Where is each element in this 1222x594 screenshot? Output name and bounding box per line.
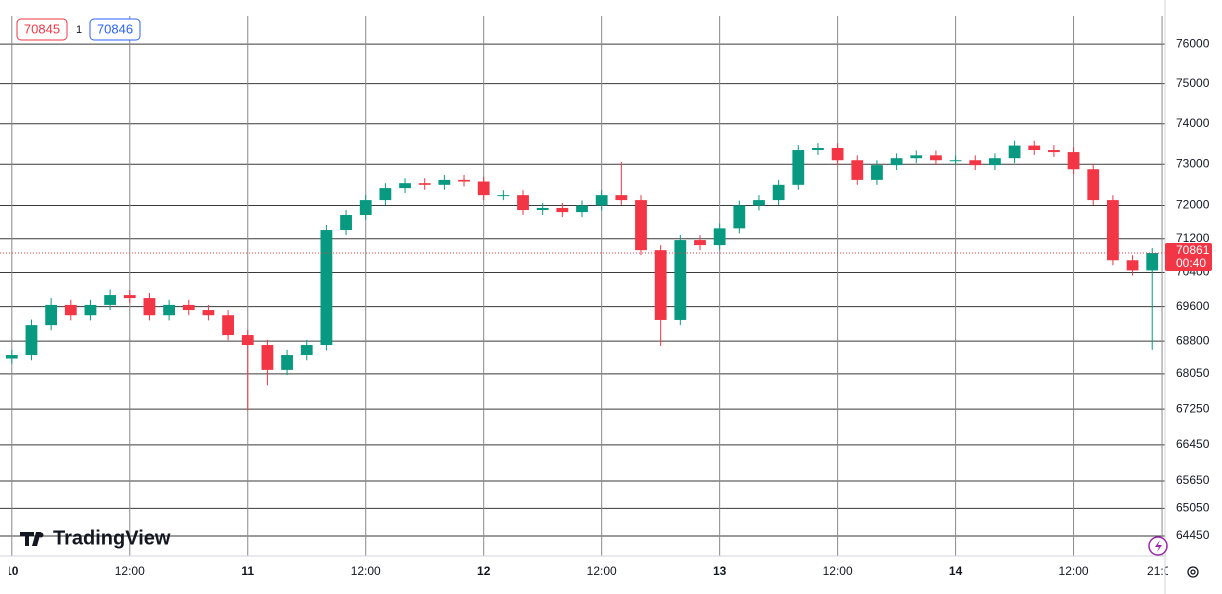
candle-body (733, 205, 746, 229)
y-tick-label: 71200 (1176, 231, 1210, 245)
candle-body (104, 295, 117, 305)
candle-body (1126, 260, 1139, 271)
x-tick-label: 10 (5, 564, 19, 578)
candle-body (556, 207, 569, 213)
candle-body (320, 230, 333, 346)
watermark: TradingView (53, 527, 171, 549)
y-tick-label: 75000 (1176, 76, 1210, 90)
bid-price: 70845 (24, 21, 60, 36)
lightning-icon[interactable] (1148, 536, 1168, 556)
candle-body (123, 295, 136, 299)
candle-body (477, 181, 490, 196)
candle-body (831, 148, 844, 161)
candle-body (281, 355, 293, 370)
x-tick-label: 12 (477, 564, 491, 578)
candle-body (713, 228, 726, 246)
watermark-logo (20, 532, 44, 546)
y-tick-label: 67250 (1176, 401, 1210, 415)
candle-body (399, 183, 411, 189)
candle-body (143, 298, 156, 316)
y-tick-label: 74000 (1176, 116, 1210, 130)
y-tick-label: 65050 (1176, 501, 1210, 515)
candle-body (438, 179, 451, 185)
candle-body (300, 345, 313, 356)
candle-body (379, 188, 392, 201)
candle-body (989, 158, 1001, 166)
candle-body (1146, 253, 1159, 271)
candle-body (340, 215, 352, 231)
candle-body (674, 240, 687, 320)
last-price-box (1165, 243, 1212, 272)
x-tick-label: 13 (713, 564, 727, 578)
candle-body (418, 183, 431, 185)
candle-body (458, 179, 470, 182)
candle-body (615, 195, 628, 201)
candle-body (1067, 152, 1080, 170)
bid-box[interactable] (16, 18, 68, 41)
candle-body (84, 304, 97, 316)
candle-body (812, 148, 824, 151)
x-tick-label: 12:00 (1059, 564, 1089, 578)
candle-body (25, 325, 38, 356)
candle-body (753, 200, 765, 206)
candle-body (890, 158, 903, 166)
candle-body (910, 155, 923, 159)
candle-body (202, 310, 215, 316)
x-tick-label: 12:00 (115, 564, 145, 578)
y-tick-label: 64450 (1176, 528, 1210, 542)
candle-body (595, 195, 608, 206)
candle-body (871, 165, 883, 180)
y-tick-label: 73000 (1176, 156, 1210, 170)
candle-body (694, 240, 706, 246)
ask-box[interactable] (89, 18, 141, 41)
candle-body (497, 195, 510, 197)
settings-icon[interactable] (1187, 566, 1199, 578)
candle-body (576, 205, 588, 213)
y-tick-label: 66450 (1176, 437, 1210, 451)
candle-body (261, 345, 274, 370)
candle-body (241, 335, 254, 346)
x-tick-label: 14 (949, 564, 963, 578)
spread: 1 (76, 24, 82, 36)
candle-body (5, 355, 18, 359)
x-tick-label: 12:00 (823, 564, 853, 578)
y-tick-label: 68050 (1176, 366, 1210, 380)
x-tick-label: 11 (241, 564, 254, 578)
x-tick-label: 21:00 (1147, 564, 1177, 578)
candle-body (772, 184, 785, 201)
candle-body (517, 195, 529, 211)
x-tick-label: 12:00 (587, 564, 617, 578)
candle-body (1028, 145, 1041, 151)
candle-body (1048, 150, 1060, 153)
candle-body (359, 200, 372, 216)
y-tick-label: 68800 (1176, 333, 1210, 347)
candle-body (182, 304, 195, 311)
candle-body (222, 315, 234, 336)
candle-body (1106, 200, 1119, 261)
ask-price: 70846 (97, 21, 133, 36)
y-tick-label: 72000 (1176, 198, 1210, 212)
candle-body (949, 160, 962, 162)
y-tick-label: 65650 (1176, 473, 1210, 487)
candle-body (654, 250, 667, 320)
candle-body (851, 160, 864, 180)
x-tick-label: 12:00 (351, 564, 381, 578)
y-tick-label: 76000 (1176, 36, 1210, 50)
candle-body (163, 304, 175, 316)
candle-body (635, 200, 647, 251)
candle-body (536, 207, 549, 211)
countdown-label: 00:40 (1176, 256, 1206, 270)
candle-body (1087, 169, 1100, 201)
candle-body (930, 155, 942, 161)
candle-body (45, 304, 58, 326)
y-tick-label: 69600 (1176, 299, 1210, 313)
candle-body (64, 304, 77, 316)
candle-body (1008, 145, 1021, 159)
last-price-label: 70861 (1176, 243, 1210, 257)
candle-body (792, 150, 805, 185)
candle-body (969, 160, 982, 166)
